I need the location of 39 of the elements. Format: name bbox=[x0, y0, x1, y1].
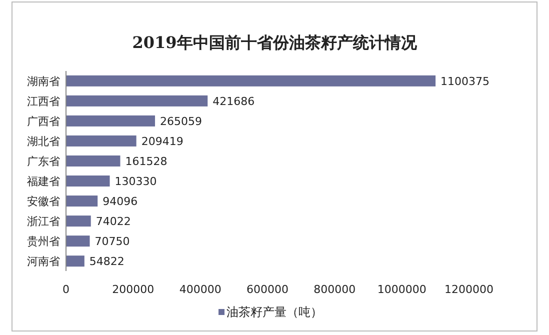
bar bbox=[66, 135, 136, 146]
legend-label: 油茶籽产量（吨） bbox=[226, 305, 322, 320]
bar bbox=[66, 196, 98, 207]
y-tick-label: 广西省 bbox=[27, 114, 60, 128]
data-label: 70750 bbox=[94, 234, 130, 248]
bar bbox=[66, 95, 208, 106]
bar bbox=[66, 155, 120, 166]
x-tick-label: 400000 bbox=[179, 283, 222, 296]
data-label: 130330 bbox=[114, 174, 157, 188]
y-tick-label: 湖北省 bbox=[27, 134, 60, 148]
data-label: 94096 bbox=[102, 194, 138, 208]
data-label: 1100375 bbox=[440, 74, 490, 88]
data-label: 161528 bbox=[125, 154, 168, 168]
data-label: 265059 bbox=[160, 114, 202, 128]
x-tick-label: 1200000 bbox=[444, 283, 494, 296]
bar bbox=[66, 75, 436, 86]
chart-title: 2019年中国前十省份油茶籽产统计情况 bbox=[132, 33, 418, 52]
bar bbox=[66, 115, 156, 126]
y-tick-label: 福建省 bbox=[27, 174, 60, 188]
bar bbox=[66, 256, 84, 267]
data-label: 74022 bbox=[96, 214, 131, 228]
x-tick-label: 800000 bbox=[314, 283, 356, 296]
bar bbox=[66, 216, 91, 227]
bar bbox=[66, 236, 90, 247]
y-tick-label: 江西省 bbox=[27, 94, 60, 108]
data-label: 421686 bbox=[212, 94, 255, 108]
y-tick-label: 浙江省 bbox=[27, 214, 60, 228]
x-tick-label: 0 bbox=[62, 283, 70, 296]
y-tick-label: 广东省 bbox=[27, 154, 60, 168]
x-tick-label: 600000 bbox=[246, 283, 288, 296]
data-label: 54822 bbox=[89, 254, 124, 268]
y-tick-label: 河南省 bbox=[27, 254, 60, 268]
data-label: 209419 bbox=[141, 134, 184, 148]
y-tick-label: 安徽省 bbox=[27, 194, 60, 208]
x-tick-label: 1000000 bbox=[377, 283, 426, 296]
y-tick-label: 湖南省 bbox=[27, 74, 60, 88]
x-tick-label: 200000 bbox=[112, 283, 154, 296]
bar bbox=[66, 176, 110, 187]
y-tick-label: 贵州省 bbox=[27, 234, 60, 248]
